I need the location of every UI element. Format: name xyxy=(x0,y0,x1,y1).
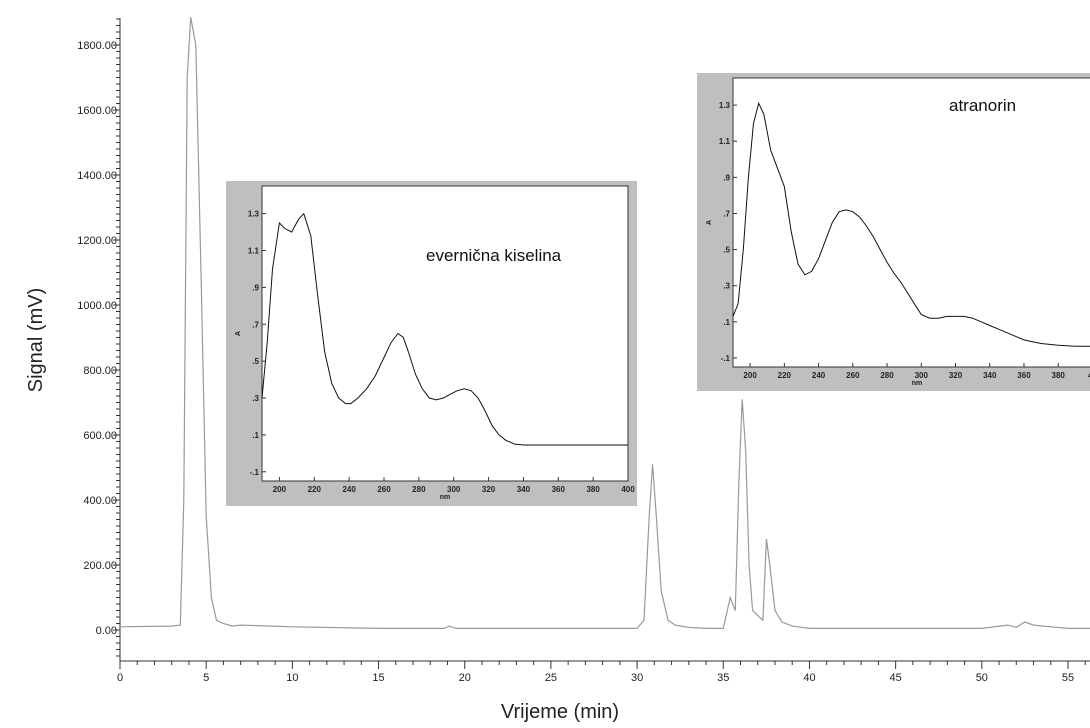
inset-compound-name: evernična kiselina xyxy=(426,246,562,265)
inset-y-tick-label: 1.3 xyxy=(719,101,731,110)
inset-plot-area xyxy=(261,185,629,482)
inset-x-axis-title: nm xyxy=(440,494,451,501)
inset-spectrum-line xyxy=(732,101,1090,347)
inset-x-tick-label: 400 xyxy=(621,485,635,494)
inset-x-tick-label: 240 xyxy=(812,371,826,380)
inset-x-tick-label: 300 xyxy=(447,485,461,494)
inset-plot-area xyxy=(732,77,1090,368)
inset-x-tick-label: 320 xyxy=(482,485,496,494)
inset-x-tick-label: 200 xyxy=(743,371,757,380)
x-tick-label: 10 xyxy=(286,672,298,684)
inset-compound-name: atranorin xyxy=(949,96,1016,115)
y-tick-label: 600.00 xyxy=(83,430,117,442)
inset-x-tick-label: 320 xyxy=(949,371,963,380)
y-tick-label: 200.00 xyxy=(83,560,117,572)
inset-x-tick-label: 40 xyxy=(1088,371,1090,380)
y-tick-label: 400.00 xyxy=(83,495,117,507)
inset-x-tick-label: 220 xyxy=(308,485,322,494)
inset-y-tick-label: -.1 xyxy=(250,468,260,477)
inset-x-tick-label: 380 xyxy=(1052,371,1066,380)
inset-y-tick-label: .7 xyxy=(723,209,730,218)
inset-y-tick-label: -.1 xyxy=(721,354,731,363)
inset-x-tick-label: 260 xyxy=(846,371,860,380)
inset-y-tick-label: .3 xyxy=(252,394,259,403)
inset-y-tick-label: 1.3 xyxy=(248,210,260,219)
inset-y-tick-label: .9 xyxy=(723,173,730,182)
inset-y-tick-label: 1.1 xyxy=(719,137,731,146)
x-tick-label: 5 xyxy=(203,672,209,684)
x-tick-label: 20 xyxy=(459,672,471,684)
inset-x-tick-label: 280 xyxy=(880,371,894,380)
x-tick-label: 50 xyxy=(976,672,988,684)
inset-x-tick-label: 360 xyxy=(552,485,566,494)
y-axis-title: Signal (mV) xyxy=(25,288,47,392)
x-tick-label: 15 xyxy=(372,672,384,684)
chromatogram-trace xyxy=(119,17,1090,630)
inset-y-tick-label: 1.1 xyxy=(248,247,260,256)
y-tick-label: 1600.00 xyxy=(77,105,117,117)
y-tick-label: 1800.00 xyxy=(77,40,117,52)
inset-spectrum-line xyxy=(261,212,628,446)
y-tick-label: 1200.00 xyxy=(77,235,117,247)
inset-x-tick-label: 240 xyxy=(342,485,356,494)
inset-x-tick-label: 200 xyxy=(273,485,287,494)
inset-x-tick-label: 280 xyxy=(412,485,426,494)
inset-y-tick-label: .1 xyxy=(252,431,259,440)
x-tick-label: 0 xyxy=(117,672,123,684)
y-tick-label: 0.00 xyxy=(96,625,117,637)
x-tick-label: 35 xyxy=(717,672,729,684)
inset-x-tick-label: 380 xyxy=(586,485,600,494)
inset-x-tick-label: 220 xyxy=(778,371,792,380)
x-tick-label: 25 xyxy=(545,672,557,684)
inset-evernicna-kiselina: 1.3 1.1 .9 .7 .5 .3 .1 -.1 200 220 240 260 280 300 320… xyxy=(226,181,637,506)
inset-x-axis-title: nm xyxy=(912,380,923,387)
inset-y-tick-label: .5 xyxy=(723,246,730,255)
inset-x-tick-label: 340 xyxy=(983,371,997,380)
inset-y-tick-label: .1 xyxy=(723,318,730,327)
y-tick-label: 1000.00 xyxy=(77,300,117,312)
x-axis-title: Vrijeme (min) xyxy=(501,701,619,723)
inset-y-tick-label: .9 xyxy=(252,283,259,292)
inset-y-tick-label: .3 xyxy=(723,282,730,291)
inset-x-tick-label: 360 xyxy=(1017,371,1031,380)
y-tick-label: 800.00 xyxy=(83,365,117,377)
inset-y-tick-label: .7 xyxy=(252,320,259,329)
inset-y-axis-title: A xyxy=(235,331,242,336)
x-tick-label: 45 xyxy=(890,672,902,684)
x-tick-label: 55 xyxy=(1062,672,1074,684)
inset-y-tick-label: .5 xyxy=(252,357,259,366)
inset-x-tick-label: 300 xyxy=(915,371,929,380)
x-tick-label: 30 xyxy=(631,672,643,684)
y-tick-label: 1400.00 xyxy=(77,170,117,182)
main-plot: 0.00 200.00 400.00 600.00 800.00 1000.00 1200.… xyxy=(25,17,1090,723)
inset-x-tick-label: 260 xyxy=(377,485,391,494)
x-tick-label: 40 xyxy=(803,672,815,684)
inset-x-tick-label: 340 xyxy=(517,485,531,494)
inset-y-axis-title: A xyxy=(706,220,713,225)
inset-atranorin: 1.3 1.1 .9 .7 .5 .3 .1 -.1 200 220 240 260 280 300 320… xyxy=(697,73,1090,391)
